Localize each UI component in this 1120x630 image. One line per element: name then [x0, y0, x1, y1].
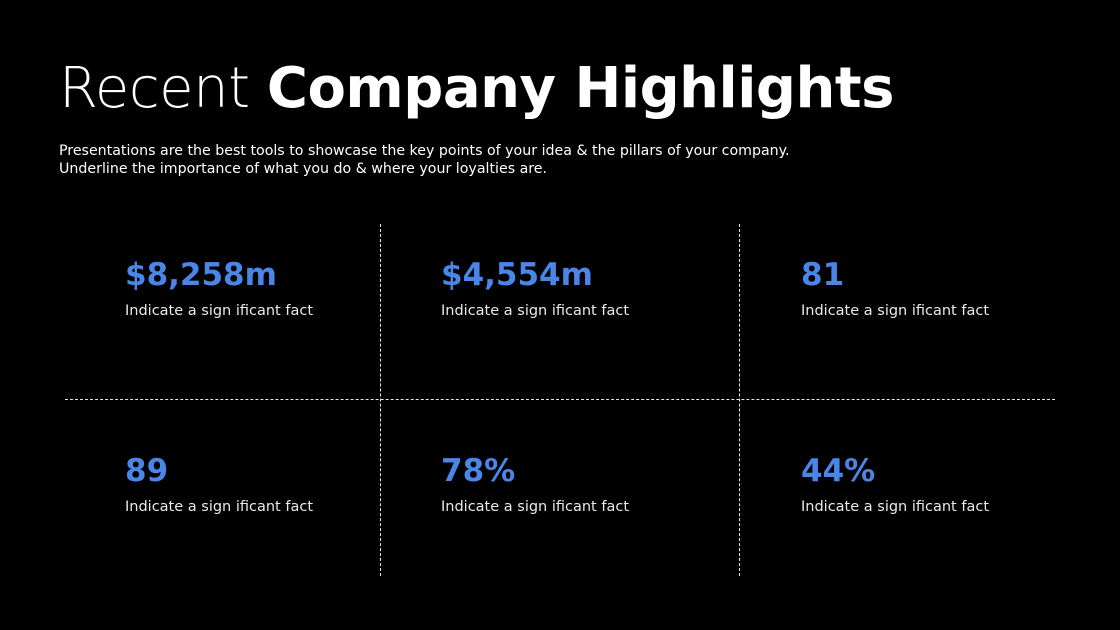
stat-value: $8,258m	[125, 257, 277, 293]
subtitle-line-1: Presentations are the best tools to show…	[59, 143, 790, 159]
subtitle: Presentations are the best tools to show…	[59, 142, 790, 178]
stat-label: Indicate a sign ificant fact	[801, 303, 990, 319]
stat-value: 89	[125, 453, 169, 489]
vertical-divider-1	[380, 224, 381, 576]
stat-label: Indicate a sign ificant fact	[125, 499, 314, 515]
stat-card-3: 81 Indicate a sign ificant fact	[801, 257, 989, 320]
horizontal-divider	[65, 399, 1055, 400]
page-title: Recent Company Highlights	[59, 56, 894, 121]
stat-card-2: $4,554m Indicate a sign ificant fact	[441, 257, 629, 320]
stat-label: Indicate a sign ificant fact	[441, 499, 630, 515]
stat-value: 78%	[441, 453, 516, 489]
subtitle-line-2: Underline the importance of what you do …	[59, 161, 548, 177]
stat-card-5: 78% Indicate a sign ificant fact	[441, 453, 629, 516]
stat-value: 44%	[801, 453, 876, 489]
title-bold: Company Highlights	[266, 56, 895, 121]
stat-card-6: 44% Indicate a sign ificant fact	[801, 453, 989, 516]
stat-label: Indicate a sign ificant fact	[801, 499, 990, 515]
stat-card-4: 89 Indicate a sign ificant fact	[125, 453, 313, 516]
title-light: Recent	[59, 56, 267, 121]
stat-label: Indicate a sign ificant fact	[125, 303, 314, 319]
stat-value: $4,554m	[441, 257, 593, 293]
stat-value: 81	[801, 257, 845, 293]
stat-label: Indicate a sign ificant fact	[441, 303, 630, 319]
vertical-divider-2	[739, 224, 740, 576]
stat-card-1: $8,258m Indicate a sign ificant fact	[125, 257, 313, 320]
